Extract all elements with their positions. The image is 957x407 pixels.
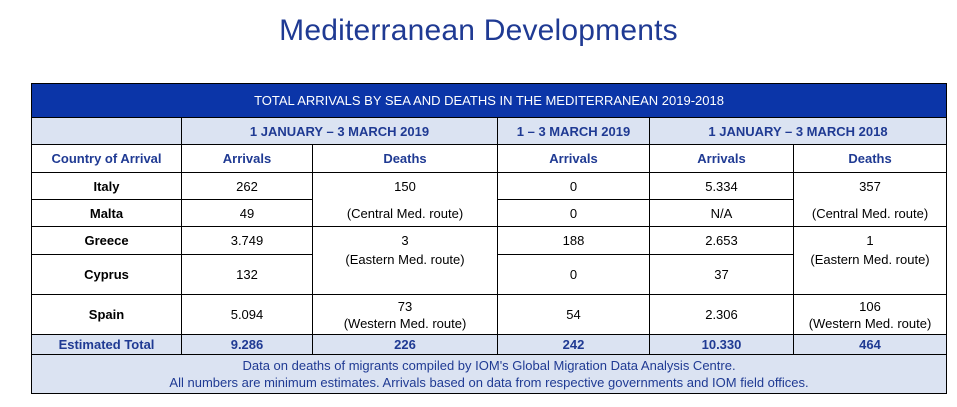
table-banner-row: TOTAL ARRIVALS BY SEA AND DEATHS IN THE …	[30, 83, 948, 118]
total-label: Estimated Total	[31, 334, 182, 355]
arrivals-2019-cell: 132	[181, 254, 313, 295]
header-arrivals-mar-2019: Arrivals	[497, 144, 650, 173]
country-cell: Italy	[31, 172, 182, 200]
deaths-2019-eastern: 3 (Eastern Med. route)	[312, 226, 498, 295]
deaths-value: 73	[397, 298, 413, 314]
total-arrivals-2018: 10.330	[649, 334, 794, 355]
route-label: (Western Med. route)	[808, 315, 932, 331]
route-label: (Eastern Med. route)	[810, 252, 930, 267]
arrivals-2019-cell: 5.094	[181, 294, 313, 335]
period-row: 1 JANUARY – 3 MARCH 2019 1 – 3 MARCH 201…	[31, 117, 948, 145]
header-arrivals-2018: Arrivals	[649, 144, 794, 173]
footer-line-2: All numbers are minimum estimates. Arriv…	[169, 375, 809, 390]
table-banner: TOTAL ARRIVALS BY SEA AND DEATHS IN THE …	[30, 83, 948, 118]
total-deaths-2018: 464	[792, 334, 948, 355]
table-row: Cyprus 132 0 37	[31, 254, 947, 295]
period-mar-2019: 1 – 3 MARCH 2019	[497, 117, 650, 145]
route-label: (Western Med. route)	[343, 315, 467, 331]
arrivals-2018-cell: 5.334	[649, 172, 794, 200]
total-arrivals-mar-2019: 242	[497, 334, 650, 355]
country-cell: Spain	[31, 294, 182, 335]
deaths-2018-eastern: 1 (Eastern Med. route)	[792, 226, 948, 295]
deaths-2019-central: 150 (Central Med. route)	[312, 172, 498, 227]
arrivals-2019-cell: 262	[181, 172, 313, 200]
header-deaths-2018: Deaths	[792, 144, 948, 173]
total-arrivals-2019: 9.286	[181, 334, 313, 355]
header-country: Country of Arrival	[31, 144, 182, 173]
arrivals-2018-cell: N/A	[649, 199, 794, 227]
arrivals-2018-cell: 2.653	[649, 226, 794, 255]
table-row: Spain 5.094 73 (Western Med. route) 54 2…	[31, 294, 948, 335]
arrivals-2019-cell: 49	[181, 199, 313, 227]
footer-line-1: Data on deaths of migrants compiled by I…	[242, 358, 736, 373]
header-arrivals-2019: Arrivals	[181, 144, 313, 173]
arrivals-mar-2019-cell: 0	[497, 172, 650, 200]
arrivals-2019-cell: 3.749	[181, 226, 313, 255]
arrivals-mar-2019-cell: 0	[497, 199, 650, 227]
country-cell: Cyprus	[31, 254, 182, 295]
arrivals-deaths-table: TOTAL ARRIVALS BY SEA AND DEATHS IN THE …	[30, 83, 948, 394]
period-jan-mar-2018: 1 JANUARY – 3 MARCH 2018	[648, 117, 948, 145]
total-row: Estimated Total 9.286 226 242 10.330 464	[31, 334, 948, 355]
deaths-value: 357	[859, 178, 881, 194]
table-row: Greece 3.749 3 (Eastern Med. route) 188 …	[31, 226, 948, 295]
header-deaths-2019: Deaths	[312, 144, 498, 173]
total-deaths-2019: 226	[312, 334, 498, 355]
deaths-value: 3	[401, 233, 409, 248]
route-label: (Central Med. route)	[811, 205, 929, 221]
footer-row: Data on deaths of migrants compiled by I…	[30, 354, 948, 394]
deaths-value: 1	[866, 233, 874, 248]
period-jan-mar-2019: 1 JANUARY – 3 MARCH 2019	[181, 117, 498, 145]
deaths-2018-western: 106 (Western Med. route)	[792, 294, 948, 335]
route-label: (Eastern Med. route)	[345, 252, 465, 267]
table-row: Italy 262 150 (Central Med. route) 0 5.3…	[31, 172, 948, 227]
period-blank	[31, 117, 182, 145]
arrivals-mar-2019-cell: 54	[497, 294, 650, 335]
country-cell: Malta	[31, 199, 182, 227]
footer-note: Data on deaths of migrants compiled by I…	[30, 354, 948, 394]
deaths-value: 106	[859, 298, 881, 314]
column-header-row: Country of Arrival Arrivals Deaths Arriv…	[31, 144, 948, 173]
arrivals-2018-cell: 2.306	[649, 294, 794, 335]
deaths-2019-western: 73 (Western Med. route)	[312, 294, 498, 335]
arrivals-mar-2019-cell: 0	[497, 254, 650, 295]
route-label: (Central Med. route)	[346, 205, 464, 221]
deaths-2018-central: 357 (Central Med. route)	[792, 172, 948, 227]
page-title: Mediterranean Developments	[279, 14, 678, 47]
deaths-value: 150	[394, 178, 416, 194]
arrivals-2018-cell: 37	[649, 254, 794, 295]
arrivals-mar-2019-cell: 188	[497, 226, 650, 255]
country-cell: Greece	[31, 226, 182, 255]
